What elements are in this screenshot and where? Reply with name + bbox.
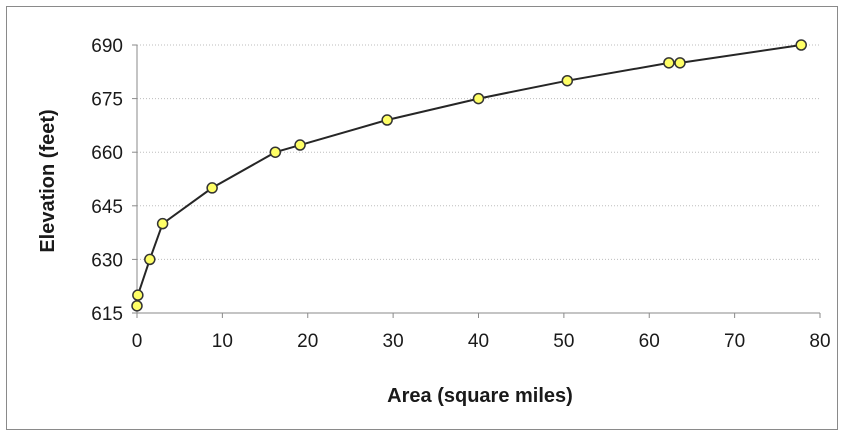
y-tick-label: 615 [91, 304, 123, 325]
data-point [206, 182, 218, 194]
y-tick-label: 645 [91, 197, 123, 218]
data-point [132, 289, 144, 301]
chart-frame [6, 6, 838, 430]
y-tick-label: 675 [91, 90, 123, 111]
x-tick-label: 30 [383, 331, 404, 352]
data-point [144, 253, 156, 266]
data-point [561, 74, 574, 87]
x-tick-label: 80 [809, 331, 830, 352]
data-point [795, 39, 807, 51]
data-point [472, 92, 485, 105]
x-tick-label: 60 [639, 331, 660, 352]
x-tick-label: 0 [132, 331, 143, 352]
data-point [294, 139, 306, 151]
data-point [269, 146, 282, 158]
x-tick-label: 50 [553, 331, 574, 352]
x-tick-label: 10 [212, 331, 233, 352]
series-line [136, 44, 802, 306]
y-axis-title: Elevation (feet) [37, 109, 59, 252]
data-points [131, 39, 807, 312]
grid-lines [137, 44, 820, 260]
y-tick-labels: 615 630 645 660 675 690 [91, 36, 137, 325]
data-point [381, 114, 393, 126]
data-point [156, 217, 169, 230]
y-tick-label: 660 [91, 143, 123, 164]
x-tick-label: 40 [468, 331, 489, 352]
y-tick-label: 630 [91, 250, 123, 271]
x-axis-title: Area (square miles) [387, 385, 573, 407]
x-tick-label: 70 [724, 331, 745, 352]
x-tick-labels: 0 10 20 30 40 50 60 70 80 [132, 313, 831, 352]
x-tick-label: 20 [297, 331, 318, 352]
data-point [663, 57, 675, 69]
data-point [674, 57, 686, 69]
data-point [131, 300, 143, 312]
y-tick-label: 690 [91, 36, 123, 57]
